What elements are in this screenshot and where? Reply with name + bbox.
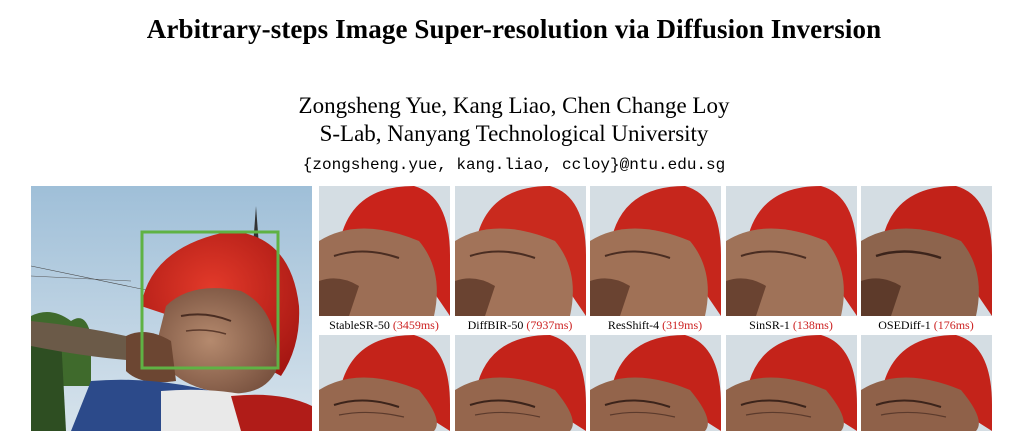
input-image (31, 186, 312, 431)
method-name: OSEDiff-1 (878, 318, 931, 332)
paper-title: Arbitrary-steps Image Super-resolution v… (146, 14, 882, 44)
crop-ours-3 (590, 335, 721, 431)
runtime: (319ms) (662, 318, 703, 332)
method-name: DiffBIR-50 (467, 318, 524, 332)
caption-sinsr: SinSR-1 (138ms) (721, 318, 861, 333)
method-name: StableSR-50 (329, 318, 390, 332)
crop-diffbir (455, 186, 586, 316)
crop-ours-2 (455, 335, 586, 431)
runtime: (176ms) (933, 318, 974, 332)
crop-osediff (861, 186, 992, 316)
crop-resshift (590, 186, 721, 316)
crop-sinsr (726, 186, 857, 316)
caption-stablesr: StableSR-50 (3459ms) (314, 318, 454, 333)
affiliation: S-Lab, Nanyang Technological University (319, 121, 709, 146)
crop-ours-4 (726, 335, 857, 431)
zoom-region-box (140, 230, 280, 370)
runtime: (3459ms) (392, 318, 439, 332)
runtime: (7937ms) (526, 318, 573, 332)
crop-stablesr (319, 186, 450, 316)
caption-resshift: ResShift-4 (319ms) (585, 318, 725, 333)
author-list: Zongsheng Yue, Kang Liao, Chen Change Lo… (298, 93, 730, 118)
caption-osediff: OSEDiff-1 (176ms) (856, 318, 996, 333)
crop-ours-1 (319, 335, 450, 431)
method-name: SinSR-1 (749, 318, 790, 332)
author-emails: {zongsheng.yue, kang.liao, ccloy}@ntu.ed… (302, 156, 726, 174)
caption-diffbir: DiffBIR-50 (7937ms) (450, 318, 590, 333)
method-name: ResShift-4 (607, 318, 660, 332)
crop-ours-5 (861, 335, 992, 431)
runtime: (138ms) (792, 318, 833, 332)
